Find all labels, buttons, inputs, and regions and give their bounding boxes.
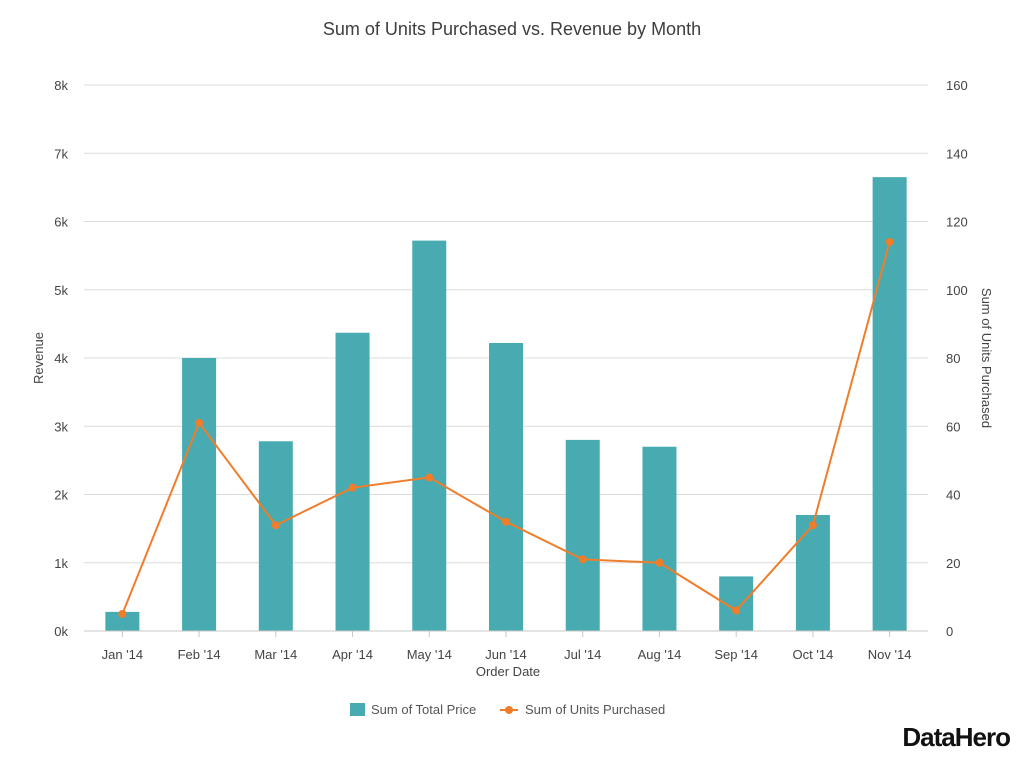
bar <box>105 611 140 631</box>
bar <box>489 342 523 631</box>
chart-title: Sum of Units Purchased vs. Revenue by Mo… <box>323 19 701 39</box>
x-axis-ticks: Jan '14 Feb '14 Mar '14 Apr '14 May '14 Jun '… <box>84 630 928 662</box>
legend: Sum of Total Price Sum of Units Purchase… <box>350 702 665 717</box>
line-point <box>195 418 204 427</box>
datahero-logo: DataHero <box>902 722 1011 752</box>
y-tick-label: 2k <box>54 488 68 503</box>
line-point <box>425 473 434 482</box>
line-point <box>502 517 510 526</box>
line-point <box>578 555 587 564</box>
x-axis-label: Order Date <box>476 664 540 679</box>
bar <box>795 514 830 631</box>
line-point <box>271 521 280 530</box>
line-point <box>732 606 741 615</box>
y-tick-label: 5k <box>54 283 68 298</box>
legend-label-units-purchased: Sum of Units Purchased <box>525 702 665 717</box>
legend-label-total-price: Sum of Total Price <box>371 702 476 717</box>
y2-tick-label: 40 <box>946 488 960 503</box>
y2-tick-label: 0 <box>946 624 953 639</box>
line-point <box>808 521 817 530</box>
y-axis-label: Revenue <box>31 332 46 384</box>
y-tick-label: 0k <box>54 624 68 639</box>
x-tick-label: Mar '14 <box>254 647 297 662</box>
y2-axis-label: Sum of Units Purchased <box>979 288 994 428</box>
legend-swatch-total-price <box>350 703 365 716</box>
x-tick-label: Jun '14 <box>485 647 527 662</box>
bar <box>642 446 677 631</box>
x-tick-label: Apr '14 <box>332 647 373 662</box>
line-point <box>885 237 894 246</box>
y-tick-label: 1k <box>54 556 68 571</box>
x-tick-label: Nov '14 <box>868 647 912 662</box>
y2-tick-label: 100 <box>946 283 968 298</box>
x-tick-label: Jul '14 <box>564 647 601 662</box>
y2-tick-label: 20 <box>946 556 960 571</box>
bar <box>412 240 447 632</box>
x-tick-label: Aug '14 <box>638 647 682 662</box>
y2-tick-label: 140 <box>946 146 968 161</box>
right-axis-ticks: 0 20 40 60 80 100 120 140 160 <box>946 78 968 639</box>
bar <box>872 177 907 631</box>
y-tick-label: 4k <box>54 351 68 366</box>
y-tick-label: 6k <box>54 215 68 230</box>
x-tick-label: Feb '14 <box>178 647 221 662</box>
y-tick-label: 8k <box>54 78 68 93</box>
x-tick-label: May '14 <box>407 647 452 662</box>
x-tick-label: Sep '14 <box>714 647 758 662</box>
left-axis-ticks: 0k 1k 2k 3k 4k 5k 6k 7k 8k <box>54 78 68 639</box>
bar-series <box>105 177 907 632</box>
legend-marker-units-purchased <box>505 706 513 714</box>
x-tick-label: Oct '14 <box>793 647 834 662</box>
y2-tick-label: 80 <box>946 351 960 366</box>
line-series <box>118 237 894 618</box>
y-tick-label: 7k <box>54 146 68 161</box>
line-point <box>655 558 664 567</box>
y2-tick-label: 120 <box>946 215 968 230</box>
bar <box>182 358 217 631</box>
bar <box>258 441 293 631</box>
y-tick-label: 3k <box>54 419 68 434</box>
line-point <box>118 609 127 618</box>
line-point <box>348 483 357 492</box>
y2-tick-label: 60 <box>946 419 960 434</box>
y2-tick-label: 160 <box>946 78 968 93</box>
bar <box>335 332 370 631</box>
bar <box>565 439 600 631</box>
x-tick-label: Jan '14 <box>102 647 144 662</box>
